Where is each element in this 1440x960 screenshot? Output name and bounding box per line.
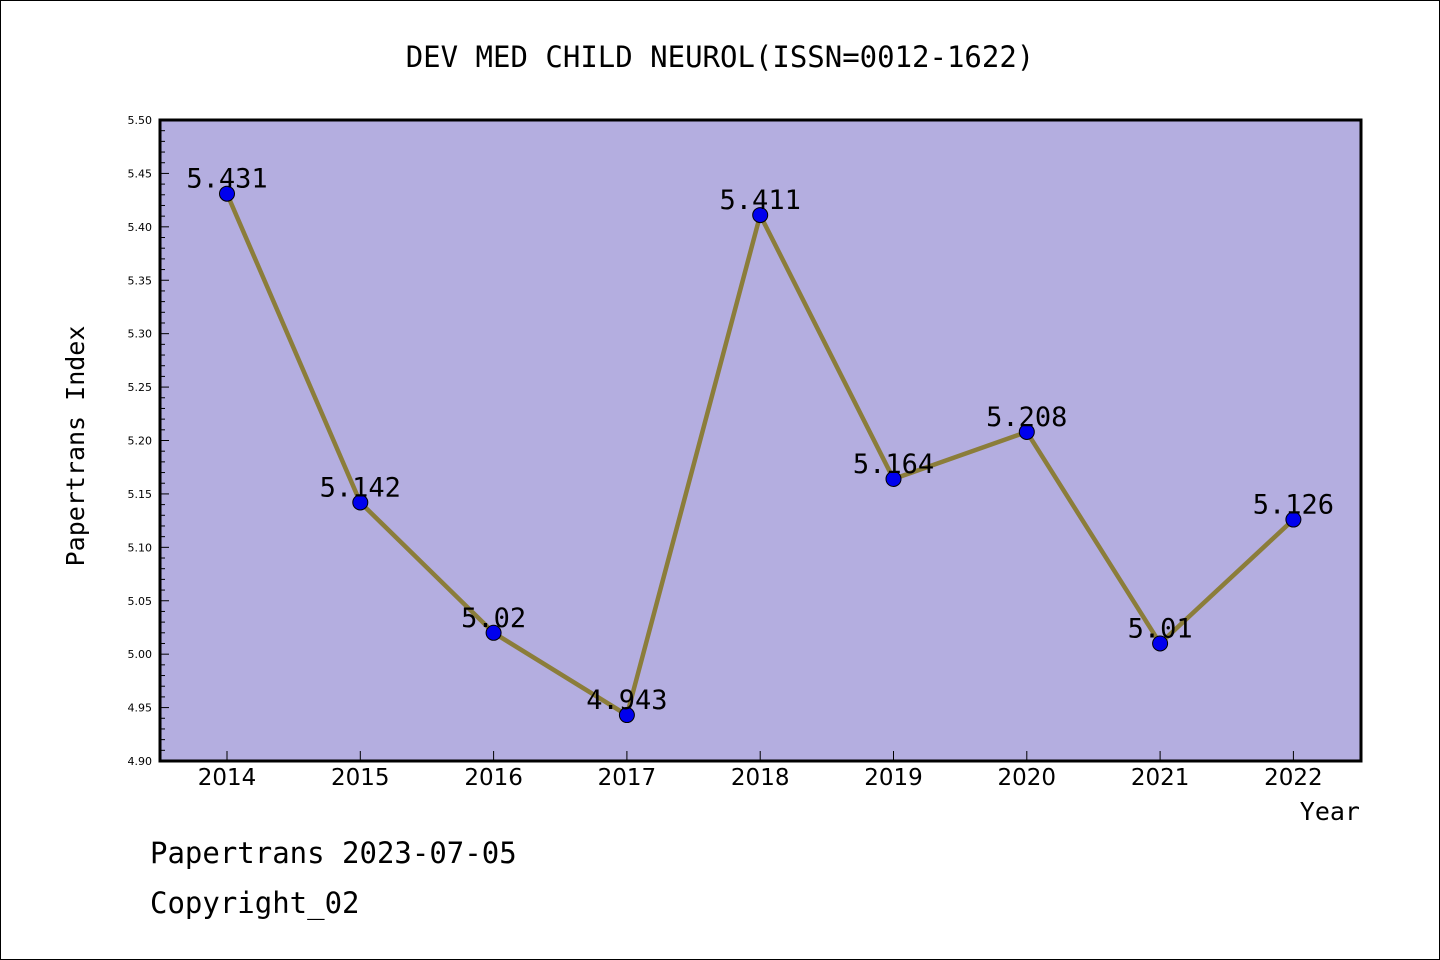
y-tick-label: 5.30	[128, 328, 153, 341]
data-label: 5.01	[1128, 613, 1193, 644]
y-axis: 4.90 4.95 5.00 5.05 5.10 5.15 5.20 5.25 5.30 5.35…	[128, 114, 169, 768]
data-label: 5.411	[720, 185, 801, 216]
data-point	[352, 494, 369, 511]
footer-copyright: Copyright_02	[150, 886, 360, 920]
y-axis-label: Papertrans Index	[61, 326, 90, 567]
y-tick-label: 5.45	[128, 167, 153, 180]
data-label: 5.431	[186, 164, 267, 195]
y-tick-label: 5.05	[128, 595, 153, 608]
data-label: 5.142	[320, 472, 401, 503]
y-tick-label: 5.35	[128, 274, 153, 287]
data-label: 5.02	[461, 603, 526, 634]
y-tick-label: 5.25	[128, 381, 153, 394]
data-point	[618, 707, 635, 724]
y-tick-label: 5.15	[128, 488, 153, 501]
y-tick-label: 5.40	[128, 221, 153, 234]
x-tick-label: 2017	[598, 765, 657, 791]
y-tick-label: 4.90	[128, 755, 153, 768]
data-point	[1018, 423, 1035, 440]
x-axis-label: Year	[1300, 797, 1360, 826]
x-axis: 2014 2015 2016 2017 2018 2019 2020 2021 2022	[198, 751, 1323, 791]
chart-title: DEV MED CHILD NEUROL(ISSN=0012-1622)	[406, 40, 1035, 74]
x-tick-label: 2018	[731, 765, 790, 791]
x-tick-label: 2021	[1131, 765, 1190, 791]
plot-area	[158, 118, 1363, 763]
y-tick-label: 5.00	[128, 648, 153, 661]
data-point	[485, 624, 502, 641]
data-point	[885, 470, 902, 487]
data-point	[1285, 511, 1302, 528]
x-tick-label: 2015	[331, 765, 390, 791]
x-tick-label: 2016	[464, 765, 523, 791]
x-tick-label: 2022	[1264, 765, 1323, 791]
data-label: 4.943	[586, 685, 667, 716]
y-tick-label: 4.95	[128, 702, 153, 715]
data-point	[1152, 635, 1169, 652]
x-tick-label: 2014	[198, 765, 257, 791]
data-label: 5.164	[853, 449, 934, 480]
y-tick-label: 5.20	[128, 435, 153, 448]
y-tick-label: 5.10	[128, 541, 153, 554]
data-point	[219, 185, 235, 202]
data-label: 5.126	[1253, 490, 1334, 521]
y-tick-label: 5.50	[128, 114, 153, 127]
x-tick-label: 2019	[864, 765, 923, 791]
data-label: 5.208	[986, 402, 1067, 433]
x-tick-label: 2020	[998, 765, 1057, 791]
data-points	[219, 185, 1302, 724]
data-point	[752, 207, 769, 224]
footer-date: Papertrans 2023-07-05	[150, 836, 517, 870]
data-labels: 5.431 5.142 5.02 4.943 5.411 5.164 5.208 5.01 5.…	[186, 164, 1334, 716]
